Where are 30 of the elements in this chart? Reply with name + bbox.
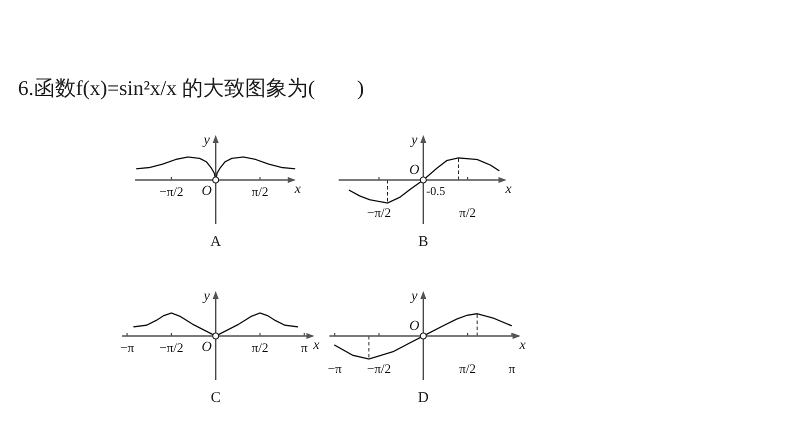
x-tick-label: π — [301, 340, 308, 355]
y-axis-title: y — [409, 289, 418, 304]
y-axis-title: y — [202, 133, 211, 148]
x-tick-label: −π/2 — [366, 205, 392, 220]
y-axis-title: y — [409, 133, 418, 148]
x-axis-title: x — [294, 182, 302, 197]
text: D — [418, 390, 429, 406]
x-tick-label: π/2 — [459, 205, 476, 220]
text: B — [418, 234, 428, 250]
x-tick-label: π/2 — [459, 361, 476, 376]
x-axis-title: x — [518, 338, 526, 353]
annotation: -0.5 — [426, 184, 446, 198]
x-tick-label: π/2 — [252, 184, 268, 199]
text: O — [202, 184, 212, 199]
x-tick-label: −π/2 — [159, 340, 184, 355]
x-tick-label: −π — [120, 340, 134, 355]
x-tick-label: π/2 — [252, 340, 268, 355]
x-tick-label: −π — [328, 361, 342, 376]
x-tick-label: −π/2 — [366, 361, 392, 376]
text: O — [202, 340, 212, 355]
x-axis-title: x — [312, 338, 320, 353]
annotation: O — [409, 319, 420, 334]
text: A — [210, 234, 222, 250]
x-tick-label: −π/2 — [159, 184, 184, 199]
annotation: O — [409, 163, 420, 178]
x-tick-label: π — [508, 361, 516, 376]
text: C — [210, 390, 221, 406]
chart-title: 6.函数f(x)=sin²x/x 的大致图象为( ) — [18, 76, 364, 100]
x-axis-title: x — [504, 182, 512, 197]
y-axis-title: y — [202, 289, 211, 304]
